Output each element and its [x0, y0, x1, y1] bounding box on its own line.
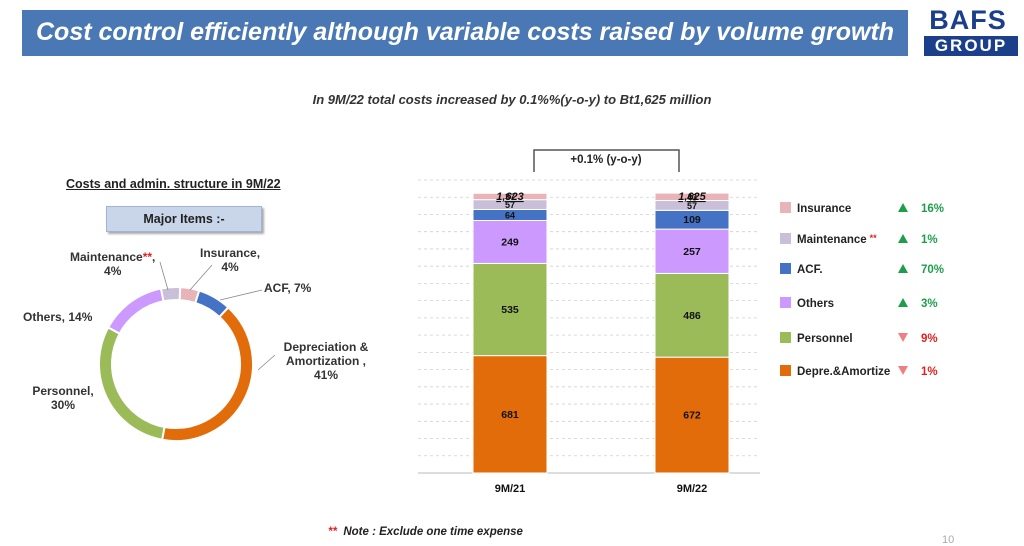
depreciation-line1: Depreciation &	[283, 340, 369, 354]
bar-value-insurance-0: 37	[505, 192, 515, 202]
legend-swatch-personnel	[780, 332, 791, 343]
donut-label-acf: ACF, 7%	[264, 281, 312, 295]
donut-leader-lines	[159, 261, 276, 371]
bar-value-others-1: 257	[683, 246, 701, 258]
x-tick-9m-22: 9M/22	[677, 483, 708, 495]
legend-label-acf: ACF.	[797, 264, 823, 276]
legend-label-insurance: Insurance	[797, 203, 851, 215]
bafs-logo: BAFS GROUP	[918, 6, 1018, 58]
legend-label-maintenance: Maintenance **	[797, 233, 877, 246]
maintenance-pct: 4%	[104, 264, 122, 278]
maintenance-name: Maintenance	[70, 250, 143, 264]
donut-slice-personnel	[98, 326, 166, 441]
down-arrow-icon-personnel	[898, 333, 908, 342]
insurance-name: Insurance,	[200, 246, 261, 260]
bar-segment-insurance-0	[472, 192, 548, 201]
legend-swatch-others	[780, 297, 791, 308]
cost-structure-donut	[98, 286, 254, 442]
bracket-label: +0.1% (y-o-y)	[570, 154, 641, 166]
donut-label-personnel: Personnel, 30%	[30, 384, 96, 412]
depreciation-pct: 41%	[313, 368, 339, 382]
bar-segment-insurance-1	[654, 192, 730, 202]
bar-value-maintenance-0: 57	[505, 200, 515, 210]
donut-slice-others	[106, 287, 165, 335]
up-arrow-icon-maintenance	[898, 234, 908, 243]
yoy-bracket	[533, 149, 680, 172]
legend-change-maintenance: 1%	[921, 234, 938, 246]
title-banner: Cost control efficiently although variab…	[22, 10, 908, 56]
up-arrow-icon-acf	[898, 264, 908, 273]
donut-heading: Costs and admin. structure in 9M/22	[66, 177, 281, 191]
bar-segment-personnel-1	[654, 272, 730, 358]
bar-value-depre-amortize-1: 672	[683, 410, 701, 422]
donut-label-others: Others, 14%	[23, 310, 93, 324]
bar-total-0: 1,623	[496, 191, 524, 203]
up-arrow-icon-insurance	[898, 203, 908, 212]
donut-label-maintenance: Maintenance**, 4%	[70, 250, 156, 278]
donut-label-insurance: Insurance, 4%	[200, 246, 260, 274]
footnote-star: **	[328, 526, 337, 538]
insurance-pct: 4%	[221, 260, 239, 274]
legend-change-depre-amortize: 1%	[921, 366, 938, 378]
donut-slice-depreciation-amortization	[161, 306, 254, 442]
legend-label-personnel: Personnel	[797, 333, 853, 345]
down-arrow-icon-depre-amortize	[898, 366, 908, 375]
bar-value-insurance-1: 43	[687, 192, 697, 202]
legend-change-others: 3%	[921, 298, 938, 310]
chart-legend: Insurance 16% Maintenance ** 1% ACF. 70% Others…	[780, 202, 944, 378]
depreciation-line2: Amortization ,	[286, 354, 366, 368]
footnote: ** Note : Exclude one time expense	[328, 526, 523, 538]
bracket-line	[533, 149, 680, 172]
major-items-box: Major Items :-	[106, 206, 262, 232]
bar-value-maintenance-1: 57	[687, 201, 697, 211]
x-tick-9m-21: 9M/21	[495, 483, 526, 495]
page-number: 10	[942, 534, 955, 546]
bar-value-others-0: 249	[501, 236, 519, 248]
bar-value-personnel-1: 486	[683, 310, 701, 322]
bar-value-depre-amortize-0: 681	[501, 409, 519, 421]
donut-label-depreciation: Depreciation & Amortization , 41%	[276, 340, 376, 382]
bar-value-acf-0: 64	[505, 210, 515, 220]
page-title: Cost control efficiently although variab…	[36, 18, 895, 46]
leader-line-acf	[219, 289, 263, 301]
personnel-line1: Personnel,	[32, 384, 94, 398]
legend-swatch-depre-amortize	[780, 365, 791, 376]
footnote-text: Note : Exclude one time expense	[343, 526, 523, 538]
legend-swatch-maintenance	[780, 233, 791, 244]
leader-line-insurance	[189, 264, 213, 291]
bar-segment-others-1	[654, 228, 730, 274]
bar-segment-personnel-0	[472, 262, 548, 357]
bar-value-personnel-0: 535	[501, 304, 519, 316]
logo-bottom-text: GROUP	[924, 36, 1018, 56]
personnel-pct: 30%	[50, 398, 76, 412]
leader-line-depreciation	[257, 354, 276, 371]
bar-segment-depre-amortize-1	[654, 356, 730, 474]
subtitle: In 9M/22 total costs increased by 0.1%%(…	[312, 92, 712, 107]
legend-swatch-acf	[780, 263, 791, 274]
stacked-bar-chart: 6815352496457371,6239M/21672486257109574…	[418, 179, 760, 495]
bar-segment-others-0	[472, 220, 548, 264]
donut-slice-maintenance	[159, 286, 182, 303]
bar-total-1: 1,625	[678, 191, 706, 203]
legend-change-insurance: 16%	[921, 203, 944, 215]
maintenance-star: **	[142, 250, 153, 264]
legend-label-depre-amortize: Depre.&Amortize	[797, 366, 890, 378]
bar-value-acf-1: 109	[683, 214, 701, 226]
legend-star-maintenance: **	[870, 233, 878, 243]
logo-top-text: BAFS	[929, 5, 1007, 35]
legend-change-personnel: 9%	[921, 333, 938, 345]
legend-label-others: Others	[797, 298, 834, 310]
up-arrow-icon-others	[898, 298, 908, 307]
legend-change-acf: 70%	[921, 264, 944, 276]
legend-swatch-insurance	[780, 202, 791, 213]
leader-line-maintenance	[159, 261, 169, 291]
